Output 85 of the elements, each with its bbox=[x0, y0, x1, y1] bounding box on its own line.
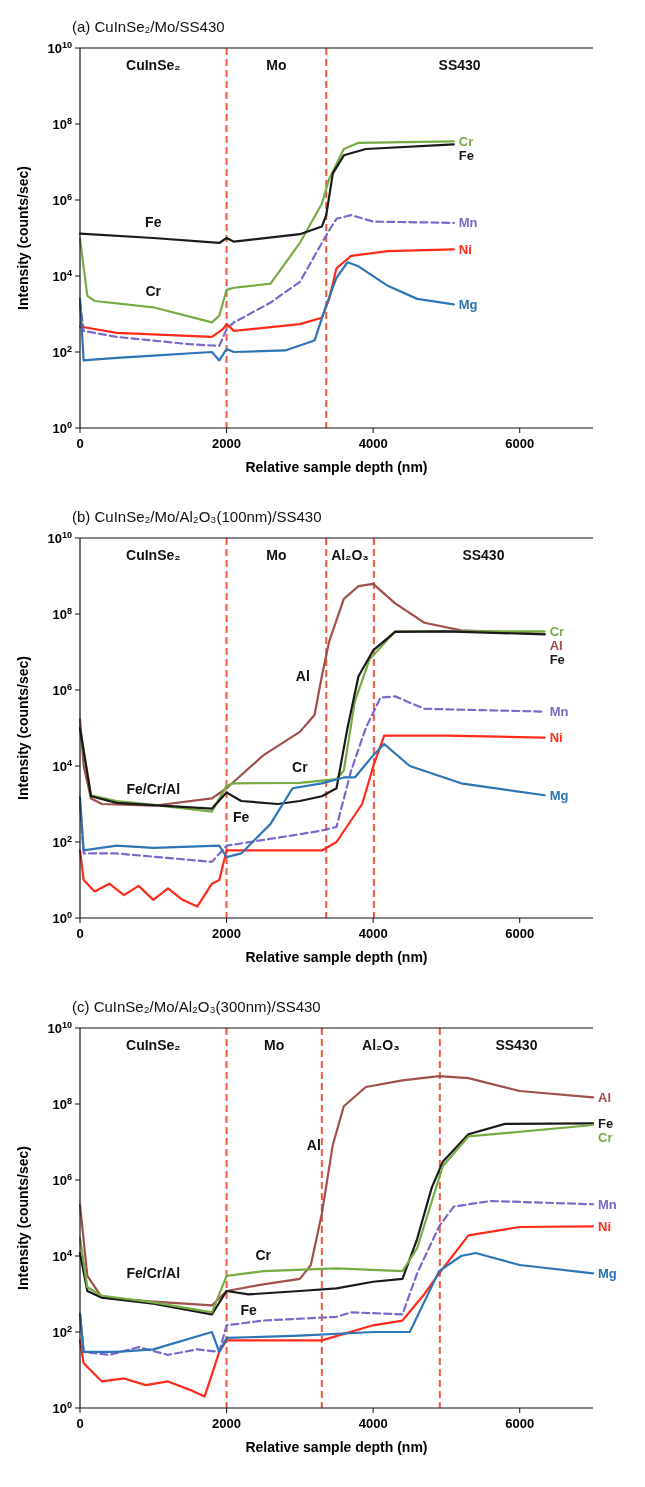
y-tick-label: 10$^{10}$ bbox=[47, 529, 72, 546]
line-series bbox=[78, 261, 455, 362]
x-axis-title: Relative sample depth (nm) bbox=[245, 1439, 428, 1455]
y-tick-label: 10$^{10}$ bbox=[47, 1019, 72, 1036]
y-tick-label: 10$^{2}$ bbox=[52, 343, 72, 360]
series-label: Al bbox=[598, 1089, 611, 1105]
x-tick-label: 0 bbox=[76, 926, 84, 941]
annotation: Mo bbox=[264, 1037, 285, 1053]
y-tick-label: 10$^{2}$ bbox=[52, 833, 72, 850]
series-label: Mg bbox=[549, 787, 569, 803]
annotation: Cr bbox=[145, 283, 162, 300]
series-label: Al bbox=[549, 637, 563, 653]
chart-title: (b) CuInSe₂/Mo/Al₂O₃(100nm)/SS430 bbox=[72, 508, 322, 525]
series-label: Cr bbox=[549, 623, 565, 639]
y-tick-label: 10$^{8}$ bbox=[52, 115, 72, 132]
x-tick-label: 6000 bbox=[505, 436, 535, 451]
annotation: Fe bbox=[240, 1302, 257, 1319]
line-series bbox=[78, 140, 455, 324]
annotation: Cr bbox=[292, 758, 309, 775]
series-label: Mg bbox=[458, 296, 478, 312]
annotation: CuInSe₂ bbox=[126, 1037, 181, 1053]
y-tick-label: 10$^{6}$ bbox=[52, 681, 72, 698]
y-axis-title: Intensity (counts/sec) bbox=[15, 1146, 31, 1290]
series-label: Mn bbox=[458, 215, 478, 231]
line-series bbox=[78, 1075, 595, 1307]
series-label: Mg bbox=[598, 1265, 617, 1281]
annotation: Fe/Cr/Al bbox=[126, 1265, 181, 1282]
chart-title: (c) CuInSe₂/Mo/Al₂O₃(300nm)/SS430 bbox=[72, 998, 321, 1015]
line-series bbox=[78, 734, 546, 908]
x-tick-label: 6000 bbox=[505, 1416, 535, 1431]
x-tick-label: 6000 bbox=[505, 926, 535, 941]
y-tick-label: 10$^{4}$ bbox=[52, 757, 73, 774]
line-series bbox=[78, 1225, 595, 1398]
series-label: Cr bbox=[598, 1129, 613, 1145]
y-tick-label: 10$^{0}$ bbox=[52, 419, 72, 436]
x-axis-title: Relative sample depth (nm) bbox=[245, 459, 428, 475]
series-label: Ni bbox=[598, 1218, 611, 1234]
series-label: Mn bbox=[598, 1196, 617, 1212]
annotation: Fe bbox=[233, 808, 250, 825]
x-tick-label: 2000 bbox=[212, 1416, 242, 1431]
line-series bbox=[78, 1251, 595, 1353]
series-label: Cr bbox=[458, 133, 474, 149]
annotation: Fe bbox=[145, 213, 162, 230]
y-axis-title: Intensity (counts/sec) bbox=[15, 656, 31, 800]
x-tick-label: 4000 bbox=[358, 1416, 388, 1431]
annotation: Mo bbox=[266, 57, 287, 73]
y-axis-title: Intensity (counts/sec) bbox=[15, 166, 31, 310]
annotation: Al₂O₃ bbox=[362, 1037, 400, 1053]
x-tick-label: 4000 bbox=[358, 436, 388, 451]
y-tick-label: 10$^{0}$ bbox=[52, 909, 72, 926]
y-tick-label: 10$^{8}$ bbox=[52, 605, 72, 622]
y-tick-label: 10$^{2}$ bbox=[52, 1323, 72, 1340]
series-label: Mn bbox=[549, 704, 569, 720]
chart-title: (a) CuInSe₂/Mo/SS430 bbox=[72, 18, 225, 35]
y-tick-label: 10$^{6}$ bbox=[52, 191, 72, 208]
x-tick-label: 0 bbox=[76, 1416, 84, 1431]
x-axis-title: Relative sample depth (nm) bbox=[245, 949, 428, 965]
x-tick-label: 2000 bbox=[212, 436, 242, 451]
annotation: Cr bbox=[255, 1247, 272, 1264]
series-label: Fe bbox=[598, 1115, 614, 1131]
series-label: Fe bbox=[458, 147, 474, 163]
y-tick-label: 10$^{0}$ bbox=[52, 1399, 72, 1416]
annotation: Al bbox=[306, 1136, 321, 1153]
annotation: SS430 bbox=[462, 547, 505, 563]
y-tick-label: 10$^{4}$ bbox=[52, 1247, 73, 1264]
y-tick-label: 10$^{4}$ bbox=[52, 267, 73, 284]
annotation: SS430 bbox=[438, 57, 481, 73]
series-label: Ni bbox=[458, 241, 472, 257]
series-label: Fe bbox=[549, 651, 565, 667]
y-tick-label: 10$^{10}$ bbox=[47, 39, 72, 56]
x-tick-label: 2000 bbox=[212, 926, 242, 941]
line-series bbox=[78, 582, 546, 807]
annotation: CuInSe₂ bbox=[126, 547, 181, 563]
annotation: CuInSe₂ bbox=[126, 57, 181, 73]
y-tick-label: 10$^{8}$ bbox=[52, 1095, 72, 1112]
series-label: Ni bbox=[549, 730, 563, 746]
annotation: Mo bbox=[266, 547, 287, 563]
annotation: Al bbox=[295, 668, 310, 685]
line-series bbox=[78, 742, 546, 859]
annotation: Al₂O₃ bbox=[331, 547, 369, 563]
x-tick-label: 0 bbox=[76, 436, 84, 451]
x-tick-label: 4000 bbox=[358, 926, 388, 941]
annotation: Fe/Cr/Al bbox=[126, 780, 181, 797]
annotation: SS430 bbox=[495, 1037, 538, 1053]
y-tick-label: 10$^{6}$ bbox=[52, 1171, 72, 1188]
